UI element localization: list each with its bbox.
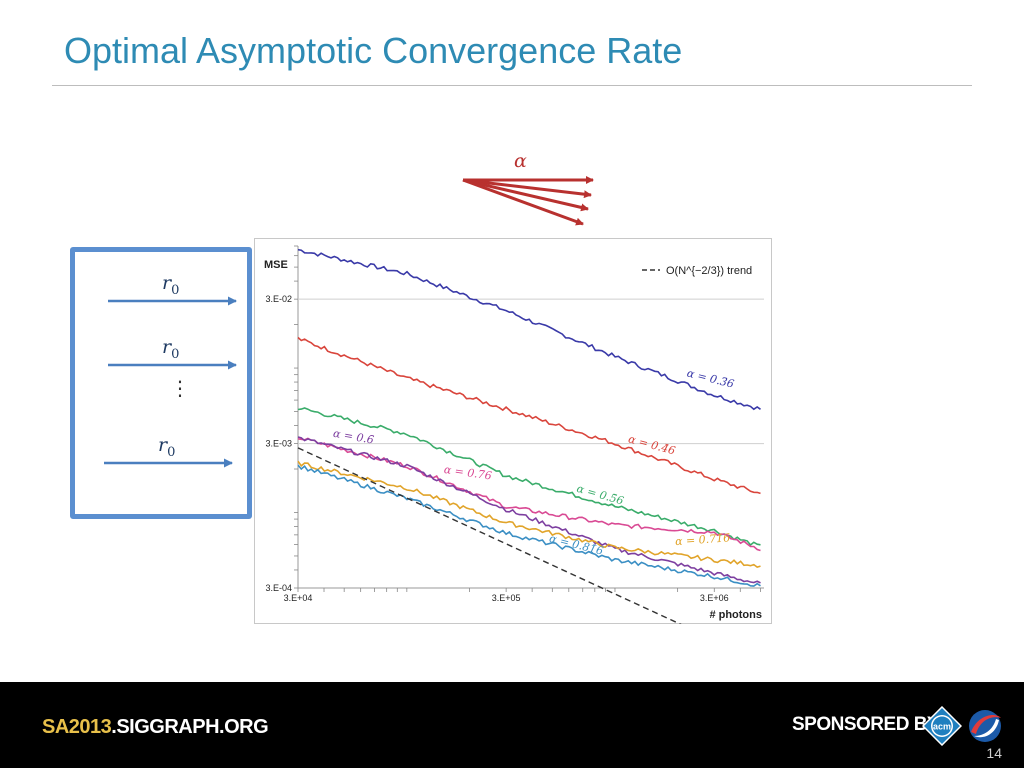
x-tick-label: 3.E+04	[284, 593, 313, 603]
footer-bar	[0, 682, 1024, 768]
series-line	[297, 436, 761, 584]
r0-label: r0	[162, 272, 180, 298]
series-line	[297, 407, 761, 547]
legend-entry-trend: O(N^{−2/3}) trend	[666, 265, 752, 277]
x-tick-label: 3.E+06	[700, 593, 729, 603]
r0-label: r0	[162, 336, 180, 362]
series-line	[297, 447, 682, 624]
acm-diamond-icon: acm	[922, 706, 962, 746]
title-divider	[52, 85, 972, 86]
mse-convergence-chart: MSE # photons 3.E-04 3.E-03 3.E-02 3.E+04 3.…	[254, 238, 772, 624]
r0-arrow	[108, 360, 237, 370]
series-label: α = 0.71̄6	[675, 531, 731, 548]
series-line	[297, 460, 761, 568]
page-number: 14	[986, 745, 1002, 761]
sponsored-by-label: SPONSORED BY	[792, 714, 940, 735]
footer-brand[interactable]: SA2013.SIGGRAPH.ORG	[42, 716, 269, 738]
alpha-arrows-diagram	[462, 176, 594, 226]
alpha-label: α	[514, 150, 527, 172]
x-axis-label: # photons	[709, 609, 762, 621]
series-line	[297, 248, 761, 411]
series-line	[297, 336, 761, 495]
r0-arrow	[104, 458, 233, 468]
r0-label: r0	[158, 434, 176, 460]
slide-title: Optimal Asymptotic Convergence Rate	[64, 30, 683, 71]
x-tick-label: 3.E+05	[492, 593, 521, 603]
alpha-arrow	[462, 178, 589, 212]
series-line	[297, 464, 761, 587]
svg-text:acm: acm	[933, 722, 951, 732]
alpha-arrow	[462, 178, 592, 199]
chart-legend: O(N^{−2/3}) trend	[642, 265, 752, 277]
r0-arrow	[108, 296, 237, 306]
alpha-arrow	[462, 178, 584, 226]
y-tick-label: 3.E-02	[265, 294, 292, 304]
y-tick-label: 3.E-04	[265, 583, 292, 593]
r0-inputs-box	[70, 247, 252, 519]
chart-frame	[254, 238, 772, 624]
y-tick-label: 3.E-03	[265, 439, 292, 449]
y-axis-label: MSE	[264, 259, 288, 271]
ellipsis: ⋮	[170, 376, 190, 400]
siggraph-swirl-icon	[969, 710, 1001, 742]
